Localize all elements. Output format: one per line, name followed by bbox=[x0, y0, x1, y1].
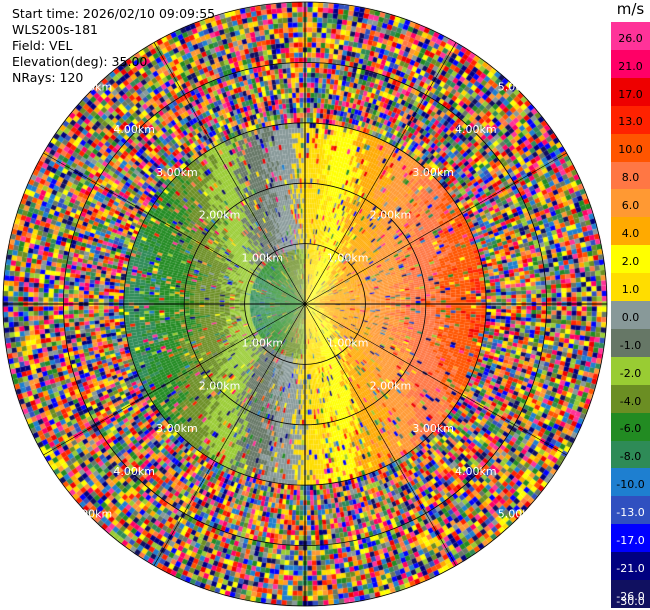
colorbar-tick-label: -10.0 bbox=[616, 478, 645, 492]
range-ring-label: 3.00km bbox=[412, 166, 454, 179]
colorbar-tick-label: 2.0 bbox=[621, 254, 640, 268]
colorbar-segment bbox=[611, 22, 650, 51]
colorbar-tick-label: -26.0 bbox=[616, 589, 645, 603]
range-ring-label: 1.00km bbox=[242, 337, 284, 350]
range-ring-label: 2.00km bbox=[199, 379, 241, 392]
colorbar-segment bbox=[611, 301, 650, 330]
plot-info: Start time: 2026/02/10 09:09:55 WLS200s-… bbox=[12, 6, 215, 86]
colorbar-segment bbox=[611, 412, 650, 442]
colorbar-tick-label: 10.0 bbox=[618, 143, 643, 157]
site-name: WLS200s-181 bbox=[12, 22, 98, 37]
range-ring-label: 5.00km bbox=[71, 80, 113, 93]
start-time: Start time: 2026/02/10 09:09:55 bbox=[12, 6, 216, 21]
colorbar-tick-label: -4.0 bbox=[619, 394, 642, 408]
colorbar-tick-label: -13.0 bbox=[616, 506, 645, 520]
colorbar-tick-label: 26.0 bbox=[618, 31, 643, 45]
colorbar-segment bbox=[611, 273, 650, 302]
azimuth-spoke bbox=[304, 42, 457, 305]
colorbar-tick-label: 6.0 bbox=[621, 199, 640, 213]
colorbar-segment bbox=[611, 384, 650, 414]
colorbar-segment bbox=[611, 189, 650, 218]
range-ring-label: 4.00km bbox=[455, 123, 497, 136]
field-name: Field: VEL bbox=[12, 38, 73, 53]
colorbar-segment bbox=[611, 217, 650, 246]
colorbar-tick-label: 17.0 bbox=[618, 87, 643, 101]
colorbar-tick-label: 21.0 bbox=[618, 59, 643, 73]
range-ring-label: 3.00km bbox=[156, 422, 198, 435]
colorbar-segment bbox=[611, 552, 650, 581]
colorbar-segment bbox=[611, 49, 650, 79]
colorbar-tick-label: 0.0 bbox=[621, 310, 640, 324]
colorbar-segment bbox=[611, 468, 650, 497]
colorbar-tick-label: -17.0 bbox=[616, 534, 645, 548]
range-ring-label: 5.00km bbox=[498, 508, 540, 521]
range-ring-label: 4.00km bbox=[113, 123, 155, 136]
range-ring-label: 3.00km bbox=[156, 166, 198, 179]
range-ring-label: 5.00km bbox=[498, 80, 540, 93]
colorbar-segment bbox=[611, 105, 650, 135]
range-ring-label: 2.00km bbox=[199, 209, 241, 222]
nrays: NRays: 120 bbox=[12, 70, 84, 85]
azimuth-spoke bbox=[304, 303, 457, 566]
colorbar-segment bbox=[611, 77, 650, 107]
colorbar-tick-label: -2.0 bbox=[619, 366, 642, 380]
colorbar-tick-label: -6.0 bbox=[619, 422, 642, 436]
colorbar-segment bbox=[611, 328, 650, 358]
azimuth-spoke bbox=[304, 152, 567, 305]
colorbar-tick-label: -8.0 bbox=[619, 450, 642, 464]
colorbar-segment bbox=[611, 161, 650, 190]
elevation: Elevation(deg): 35.00 bbox=[12, 54, 148, 69]
range-ring-label: 4.00km bbox=[113, 465, 155, 478]
azimuth-spoke bbox=[304, 303, 567, 456]
colorbar-tick-label: -21.0 bbox=[616, 561, 645, 575]
range-ring-label: 1.00km bbox=[327, 251, 369, 264]
colorbar-segment bbox=[611, 356, 650, 386]
colorbar-segment bbox=[611, 524, 650, 553]
colorbar-segment bbox=[611, 580, 650, 609]
colorbar-segment bbox=[611, 496, 650, 525]
colorbar-segment bbox=[611, 440, 650, 469]
colorbar-tick-label: 4.0 bbox=[621, 227, 640, 241]
colorbar-tick-label: -1.0 bbox=[619, 338, 642, 352]
colorbar-tick-label: 1.0 bbox=[621, 282, 640, 296]
colorbar: 26.0 21.0 17.0 13.0 10.0 8.0 6.0 4.0 2.0 1.0 0.0 -1… bbox=[611, 22, 650, 609]
range-ring-label: 2.00km bbox=[370, 379, 412, 392]
colorbar-unit: m/s bbox=[616, 0, 645, 18]
range-ring-label: 1.00km bbox=[327, 337, 369, 350]
colorbar-segment bbox=[611, 133, 650, 162]
azimuth-spoke bbox=[153, 303, 306, 566]
colorbar-tick-label: 8.0 bbox=[621, 171, 640, 185]
colorbar-segment bbox=[611, 245, 650, 274]
colorbar-tick-label: -30.0 bbox=[616, 595, 645, 608]
azimuth-spoke bbox=[43, 152, 306, 305]
azimuth-spoke bbox=[153, 42, 306, 305]
colorbar-tick-label: 13.0 bbox=[618, 115, 643, 129]
range-ring-label: 3.00km bbox=[412, 422, 454, 435]
azimuth-spoke bbox=[43, 303, 306, 456]
range-ring-label: 2.00km bbox=[370, 209, 412, 222]
range-ring-label: 4.00km bbox=[455, 465, 497, 478]
range-ring-label: 5.00km bbox=[71, 508, 113, 521]
range-ring-label: 1.00km bbox=[242, 251, 284, 264]
